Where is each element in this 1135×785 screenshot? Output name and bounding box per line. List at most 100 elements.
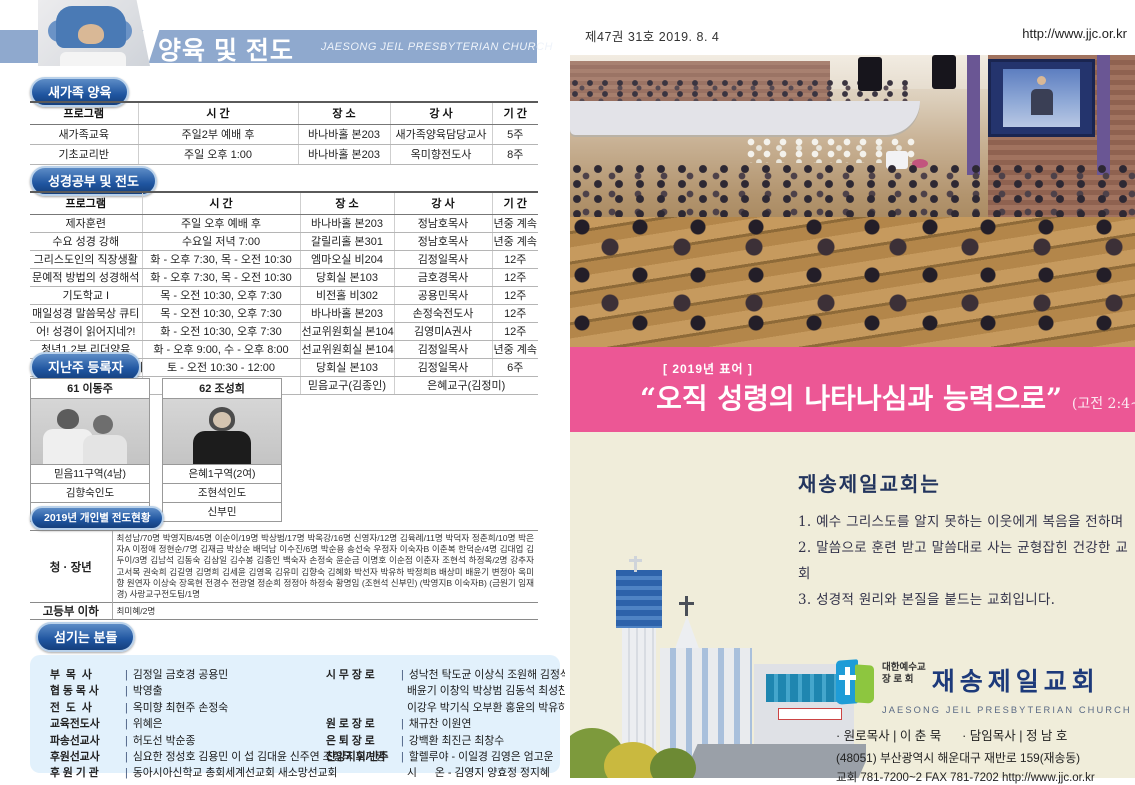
servants-column-left: 부 목 사 | 김정일 금호경 공용민 협 동 목 사 | 박영출 전 도 사 | 옥미향 최현… bbox=[50, 667, 385, 782]
right-page: 제47권 31호 2019. 8. 4 http://www.jjc.or.kr… bbox=[565, 0, 1135, 784]
servant-row: 시 무 장 로 | 성낙천 탁도균 이상식 조원해 김정석 bbox=[326, 667, 570, 683]
table-row: 제자훈련 주일 오후 예배 후 바나바홀 본203 정남호목사 년중 계속 bbox=[30, 214, 538, 233]
photo-figure bbox=[83, 435, 127, 464]
registrant-photo-couple bbox=[31, 399, 149, 465]
servant-row: 후원선교사 | 심요한 정성호 김용민 이 섭 김대윤 신주연 조형국 오기명 bbox=[50, 749, 385, 765]
church-name-english: JAESONG JEIL PRESBYTERIAN CHURCH bbox=[882, 705, 1132, 715]
table-cell: 당회실 본103 bbox=[299, 268, 394, 287]
table-cell: 화 - 오후 9:00, 수 - 오후 8:00 bbox=[141, 340, 300, 359]
column-header: 장 소 bbox=[299, 191, 394, 215]
building-cross-icon bbox=[634, 556, 637, 572]
building-sign bbox=[778, 708, 842, 720]
table-cell: 수요 성경 강해 bbox=[30, 232, 142, 251]
table-row: 청 · 장년 최성남/70명 박영지B/45명 이순이/19명 박상범/17명 … bbox=[30, 529, 538, 603]
role-separator: | bbox=[401, 751, 404, 764]
servant-names-continued: 이강우 박기식 오부환 홍윤의 박유하 bbox=[407, 701, 568, 714]
logo-cross-horizontal bbox=[839, 675, 856, 680]
role-separator: | bbox=[125, 767, 128, 780]
column-header: 시 간 bbox=[141, 191, 300, 215]
servant-names: 동아시아신학교 총회세계선교회 새소망선교회 bbox=[132, 767, 338, 780]
church-intro: 재송제일교회는 1. 예수 그리스도를 알지 못하는 이웃에게 복음을 전하며 2… bbox=[798, 468, 1135, 613]
table-cell: 정남호목사 bbox=[393, 214, 492, 233]
role-separator: | bbox=[401, 718, 404, 731]
table-cell: 주일2부 예배 후 bbox=[137, 124, 298, 145]
table-cell: 새가족교육 bbox=[30, 124, 138, 145]
denomination-label: 대한예수교 장 로 회 bbox=[882, 662, 926, 685]
servant-names: 심요한 정성호 김용민 이 섭 김대윤 신주연 조형국 오기명 bbox=[132, 751, 386, 764]
role-separator: | bbox=[125, 685, 128, 698]
table-cell: 토 - 오전 10:30 - 12:00 bbox=[141, 358, 300, 377]
table-cell: 옥미향전도사 bbox=[389, 144, 492, 165]
tree bbox=[650, 748, 696, 778]
table-cell: 기도학교 I bbox=[30, 286, 142, 305]
column-header: 시 간 bbox=[137, 101, 298, 125]
table-cell: 주일 오후 예배 후 bbox=[141, 214, 300, 233]
servant-role: 파송선교사 bbox=[50, 734, 100, 747]
table-cell: 비전홀 비302 bbox=[299, 286, 394, 305]
motto-quote: “오직 성령의 나타나심과 능력으로” (고전 2:4~5) bbox=[640, 377, 1135, 417]
section-pill-servants: 섬기는 분들 bbox=[36, 622, 136, 652]
page-title: 양육 및 전도 bbox=[158, 37, 294, 65]
registrant-number-name: 62 조성희 bbox=[163, 379, 281, 399]
church-identity-section: 재송제일교회는 1. 예수 그리스도를 알지 못하는 이웃에게 복음을 전하며 2… bbox=[570, 432, 1135, 784]
servant-names: 옥미향 최현주 손정숙 bbox=[132, 701, 229, 714]
table-row: 새가족교육 주일2부 예배 후 바나바홀 본203 새가족양육담당교사 5주 bbox=[30, 124, 538, 145]
table-body: 새가족교육 주일2부 예배 후 바나바홀 본203 새가족양육담당교사 5주 기초교리반 주… bbox=[30, 124, 538, 165]
servant-role: 교육전도사 bbox=[50, 718, 100, 731]
photo-pants bbox=[60, 52, 126, 66]
table-cell: 년중 계속 bbox=[491, 232, 538, 251]
servant-role: 시 무 장 로 bbox=[326, 669, 375, 681]
servant-role: 후 원 기 관 bbox=[50, 767, 99, 780]
table-cell: 공용민목사 bbox=[393, 286, 492, 305]
table-cell: 화 - 오후 7:30, 목 - 오전 10:30 bbox=[141, 268, 300, 287]
logo-green-panel bbox=[855, 664, 874, 704]
role-separator: | bbox=[125, 734, 128, 747]
church-name-english: JAESONG JEIL PRESBYTERIAN CHURCH bbox=[320, 41, 553, 53]
registrant-guide: 김향숙인도 bbox=[31, 484, 149, 503]
table-row: 기초교리반 주일 오후 1:00 바나바홀 본203 옥미향전도사 8주 bbox=[30, 144, 538, 165]
table-cell: 매일성경 말씀묵상 큐티 bbox=[30, 304, 142, 323]
servant-row: 파송선교사 | 허도선 박순종 bbox=[50, 733, 322, 749]
registrant-district: 은혜1구역(2여) bbox=[163, 465, 281, 484]
sanctuary-congregation-photo bbox=[570, 55, 1135, 347]
table-cell: 바나바홀 본203 bbox=[299, 304, 394, 323]
photo-screen-image bbox=[1003, 69, 1081, 127]
table-cell: 어! 성경이 읽어지네?! bbox=[30, 322, 142, 341]
servant-names-continued: 시 온 - 김영지 양효정 정지혜 bbox=[407, 767, 550, 780]
servant-role: 부 목 사 bbox=[50, 669, 92, 681]
bulletin-issue-number: 제47권 31호 2019. 8. 4 bbox=[585, 30, 720, 44]
servant-role: 은 퇴 장 로 bbox=[326, 734, 375, 747]
table-cell: 수요일 저녁 7:00 bbox=[141, 232, 300, 251]
motto-tag: [ 2019년 표어 ] bbox=[663, 362, 753, 376]
church-intro-title: 재송제일교회는 bbox=[798, 472, 941, 496]
building-blue-glass bbox=[616, 570, 662, 628]
photo-figure bbox=[193, 431, 251, 464]
servants-box: 부 목 사 | 김정일 금호경 공용민 협 동 목 사 | 박영출 전 도 사 | 옥미향 최현… bbox=[30, 655, 570, 779]
building-cross-icon bbox=[629, 559, 642, 562]
table-row: 어! 성경이 읽어지네?! 화 - 오전 10:30, 오후 7:30 선교위원회실… bbox=[30, 322, 538, 341]
servant-row: 전 도 사 | 옥미향 최현주 손정숙 bbox=[50, 700, 322, 716]
church-address: (48051) 부산광역시 해운대구 재반로 159(재송동) bbox=[836, 751, 1081, 765]
logo-cross-vertical bbox=[845, 667, 850, 695]
column-header: 기 간 bbox=[491, 101, 538, 125]
servant-row: 교육전도사 | 위혜은 bbox=[50, 716, 322, 732]
table-cell: 6주 bbox=[491, 358, 538, 377]
servant-role: 협 동 목 사 bbox=[50, 685, 99, 698]
table-cell: 12주 bbox=[491, 268, 538, 287]
servants-column-right: 시 무 장 로 | 성낙천 탁도균 이상식 조원해 김정석 배윤기 이창익 박상범 김… bbox=[326, 667, 570, 782]
photo-purple-banner bbox=[966, 55, 980, 175]
column-header: 강 사 bbox=[389, 101, 492, 125]
table-cell: 12주 bbox=[491, 322, 538, 341]
column-header: 기 간 bbox=[491, 191, 538, 215]
church-intro-item: 3. 성경적 원리와 본질을 붙드는 교회입니다. bbox=[798, 592, 1056, 608]
church-info-block: 대한예수교 장 로 회 재송제일교회 JAESONG JEIL PRESBYTE… bbox=[836, 659, 1135, 785]
photo-congregation-middle bbox=[570, 163, 1135, 221]
praying-person-photo bbox=[38, 0, 150, 66]
table-cell: 주일 오후 1:00 bbox=[137, 144, 298, 165]
servant-names: 김정일 금호경 공용민 bbox=[132, 669, 229, 681]
photo-head bbox=[57, 409, 79, 429]
building-cross-icon bbox=[685, 596, 688, 616]
photo-wooden-pews bbox=[570, 217, 1135, 347]
